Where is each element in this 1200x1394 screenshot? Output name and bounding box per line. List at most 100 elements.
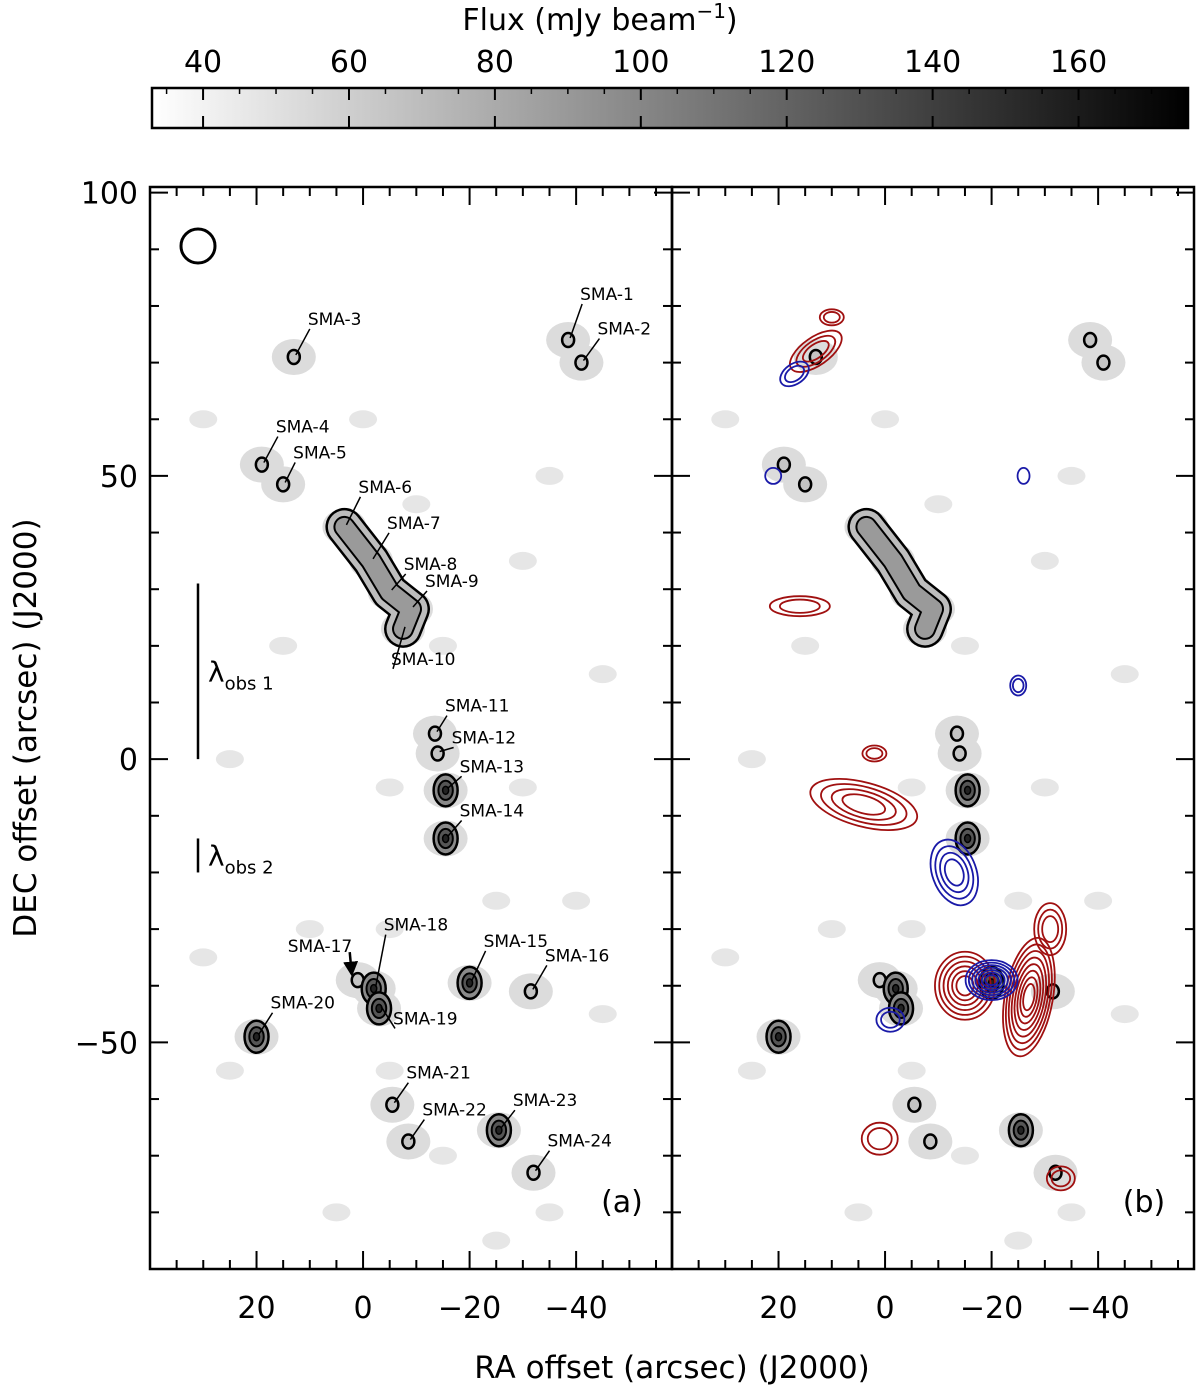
source-label: SMA-6: [358, 478, 412, 498]
label-pointer: [436, 715, 448, 733]
label-pointer: [534, 1150, 551, 1172]
outflow-contour: [1019, 976, 1039, 1018]
colorbar-tick-label: 120: [758, 45, 815, 80]
noise-patch: [535, 1203, 564, 1222]
noise-patch: [322, 1203, 351, 1222]
noise-patch: [950, 636, 979, 655]
label-pointer: [532, 965, 548, 990]
outflow-contour: [768, 595, 831, 618]
label-pointer: [263, 436, 279, 463]
noise-patch: [349, 410, 378, 429]
source-label: SMA-8: [404, 555, 458, 575]
noise-patch: [844, 1203, 873, 1222]
noise-patch: [402, 495, 431, 514]
source-label: SMA-24: [548, 1132, 612, 1152]
outflow-contour: [1016, 467, 1031, 485]
panel-b-contours: [765, 331, 1111, 1181]
colorbar-tick-label: 140: [904, 45, 961, 80]
outflow-contour: [967, 961, 1016, 999]
x-tick-label: 0: [876, 1291, 895, 1326]
outflow-contour: [795, 334, 837, 368]
outflow-contour: [822, 311, 841, 324]
label-pointer: [284, 462, 296, 483]
x-axis-label: RA offset (arcsec) (J2000): [474, 1350, 870, 1386]
outflow-contour: [778, 598, 821, 614]
label-pointer: [569, 303, 583, 339]
panel-b-greyscale: [711, 321, 1139, 1250]
outflow-contour: [1009, 674, 1028, 697]
source-contour-peak: [963, 833, 972, 844]
source-contour-peak: [441, 833, 450, 844]
noise-patch: [269, 636, 298, 655]
colorbar-tick-label: 60: [330, 45, 368, 80]
outflow-contour: [880, 1010, 901, 1029]
noise-patch: [215, 1061, 244, 1080]
source-contour-peak: [465, 978, 474, 988]
noise-patch: [1084, 891, 1113, 910]
outflow-contour: [1011, 677, 1025, 694]
noise-patch: [562, 891, 591, 910]
source-label: SMA-9: [425, 572, 479, 592]
noise-patch: [924, 495, 953, 514]
outflow-contour: [860, 1121, 899, 1156]
source-contour-peak: [891, 983, 900, 994]
y-tick-label: 50: [100, 460, 138, 495]
noise-patch: [817, 920, 846, 939]
scale-bar-label: λobs 2: [208, 839, 274, 878]
source-label: SMA-18: [384, 916, 448, 936]
ridge-core: [857, 517, 942, 638]
noise-patch: [428, 636, 457, 655]
redshifted-outflow-contours: [768, 308, 1076, 1192]
outflow-contour: [830, 788, 897, 821]
label-pointer: [392, 626, 406, 670]
label-pointer: [372, 532, 390, 560]
noise-patch: [535, 466, 564, 485]
source-contour-peak: [441, 785, 450, 796]
label-pointer: [391, 573, 407, 591]
source-contour: [907, 1096, 922, 1113]
source-contour: [923, 1133, 938, 1150]
outflow-contour: [801, 340, 830, 363]
source-contour-peak: [495, 1125, 503, 1135]
noise-patch: [375, 1061, 404, 1080]
noise-patch: [588, 1005, 617, 1024]
colorbar: Flux (mJy beam−1) 40 60 80 100 120 140 160: [150, 0, 1190, 130]
x-tick-label: 20: [237, 1291, 275, 1326]
y-tick-label: −50: [75, 1026, 138, 1061]
source-label: SMA-17: [288, 937, 352, 957]
outflow-contour: [984, 974, 999, 986]
noise-patch: [482, 1231, 511, 1250]
x-tick-label: −40: [1066, 1291, 1129, 1326]
noise-patch: [1004, 891, 1033, 910]
noise-patch: [737, 1061, 766, 1080]
outflow-contour: [1037, 908, 1064, 950]
label-pointer: [374, 934, 387, 987]
source-label: SMA-1: [580, 285, 634, 305]
outflow-contour: [784, 364, 805, 384]
outflow-contour: [1013, 963, 1045, 1031]
label-pointer: [295, 328, 311, 356]
y-tick-label: 100: [81, 177, 138, 212]
noise-patch: [375, 778, 404, 797]
colorbar-tick-label: 80: [476, 45, 514, 80]
outflow-contour: [866, 1127, 893, 1151]
source-label: SMA-22: [422, 1101, 486, 1121]
noise-patch: [1030, 778, 1059, 797]
outflow-contour: [865, 747, 884, 760]
noise-patch: [897, 920, 926, 939]
source-contour: [949, 725, 965, 742]
noise-patch: [1110, 665, 1139, 684]
label-pointer: [345, 496, 362, 526]
label-pointer: [500, 1109, 516, 1129]
outflow-contour: [1016, 969, 1042, 1025]
source-contour-peak: [375, 1003, 383, 1014]
noise-patch: [711, 948, 740, 967]
outflow-contour: [1005, 943, 1053, 1051]
source-label: SMA-5: [293, 443, 347, 463]
noise-patch: [897, 1061, 926, 1080]
source-label: SMA-16: [545, 946, 609, 966]
x-tick-label: −40: [544, 1291, 607, 1326]
source-label: SMA-15: [484, 932, 548, 952]
noise-patch: [1057, 1203, 1086, 1222]
source-label: SMA-10: [391, 650, 455, 670]
